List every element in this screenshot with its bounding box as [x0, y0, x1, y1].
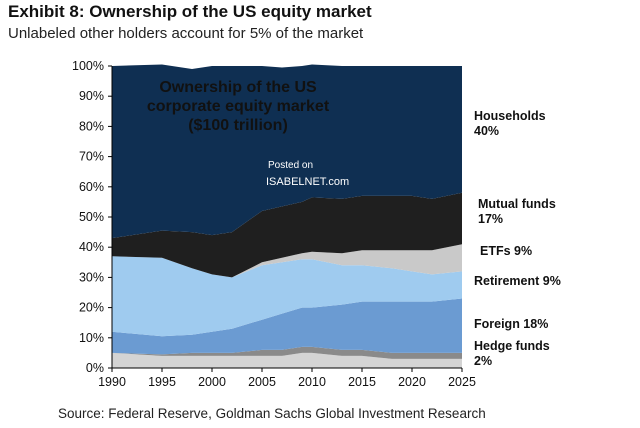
- x-tick-label: 2015: [348, 375, 376, 389]
- area-mutual-funds: [112, 192, 462, 278]
- series-label-foreign: Foreign 18%: [474, 317, 548, 331]
- x-tick-label: 2025: [448, 375, 476, 389]
- inset-title-line-2: corporate equity market: [146, 98, 330, 115]
- series-label-households: Households: [474, 109, 546, 123]
- area-other: [112, 352, 462, 368]
- y-tick-label: 50%: [79, 210, 104, 224]
- inset-title: Ownership of the US corporate equity mar…: [128, 78, 348, 135]
- y-tick-label: 90%: [79, 89, 104, 103]
- series-label-hedge-funds: 2%: [474, 354, 492, 368]
- area-retirement: [112, 256, 462, 337]
- x-tick-label: 2005: [248, 375, 276, 389]
- watermark-line-1: Posted on: [268, 160, 314, 171]
- x-tick-label: 2020: [398, 375, 426, 389]
- area-foreign: [112, 298, 462, 355]
- watermark-line-2: ISABELNET.com: [266, 176, 350, 188]
- area-hedge-funds: [112, 346, 462, 359]
- series-label-etfs: ETFs 9%: [480, 244, 532, 258]
- y-tick-label: 40%: [79, 240, 104, 254]
- series-label-mutual-funds: 17%: [478, 212, 503, 226]
- y-tick-label: 20%: [79, 301, 104, 315]
- area-households: [112, 64, 462, 239]
- x-tick-label: 2010: [298, 375, 326, 389]
- y-tick-label: 0%: [86, 361, 104, 375]
- y-tick-label: 80%: [79, 119, 104, 133]
- series-label-mutual-funds: Mutual funds: [478, 197, 556, 211]
- area-etfs: [112, 244, 462, 278]
- source-note: Source: Federal Reserve, Goldman Sachs G…: [58, 406, 486, 421]
- y-tick-label: 30%: [79, 270, 104, 284]
- chart-subtitle: Unlabeled other holders account for 5% o…: [8, 25, 364, 42]
- x-tick-label: 1990: [98, 375, 126, 389]
- y-tick-label: 70%: [79, 150, 104, 164]
- inset-title-line-3: ($100 trillion): [188, 117, 288, 134]
- inset-title-line-1: Ownership of the US: [159, 79, 317, 96]
- y-tick-label: 10%: [79, 331, 104, 345]
- series-label-hedge-funds: Hedge funds: [474, 339, 550, 353]
- y-tick-label: 60%: [79, 180, 104, 194]
- x-tick-label: 2000: [198, 375, 226, 389]
- series-label-retirement: Retirement 9%: [474, 274, 561, 288]
- y-tick-label: 100%: [72, 59, 104, 73]
- series-label-households: 40%: [474, 124, 499, 138]
- chart-title: Exhibit 8: Ownership of the US equity ma…: [8, 2, 372, 21]
- x-tick-label: 1995: [148, 375, 176, 389]
